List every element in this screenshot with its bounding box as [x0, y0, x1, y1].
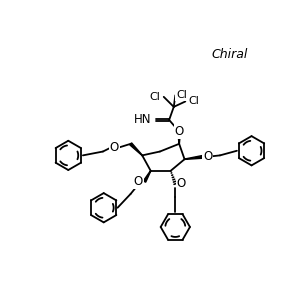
Polygon shape — [184, 156, 202, 159]
Text: O: O — [203, 150, 212, 164]
Polygon shape — [130, 143, 142, 155]
Polygon shape — [143, 171, 151, 182]
Text: Cl: Cl — [188, 96, 199, 106]
Text: Chiral: Chiral — [211, 47, 248, 61]
Text: O: O — [134, 175, 143, 188]
Text: O: O — [175, 125, 184, 138]
Text: Cl: Cl — [176, 90, 187, 100]
Text: HN: HN — [134, 114, 152, 126]
Polygon shape — [178, 132, 181, 144]
Text: O: O — [177, 177, 186, 190]
Text: Cl: Cl — [150, 92, 161, 102]
Text: O: O — [110, 141, 119, 154]
